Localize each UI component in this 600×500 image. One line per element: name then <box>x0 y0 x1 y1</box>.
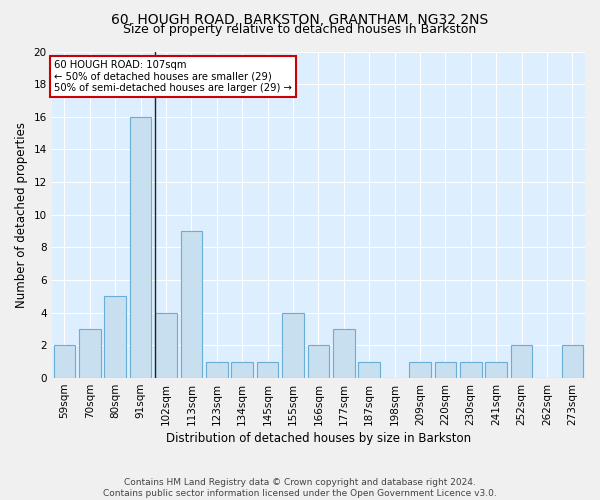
Bar <box>333 329 355 378</box>
Bar <box>155 313 177 378</box>
Bar <box>562 346 583 378</box>
Text: 60 HOUGH ROAD: 107sqm
← 50% of detached houses are smaller (29)
50% of semi-deta: 60 HOUGH ROAD: 107sqm ← 50% of detached … <box>55 60 292 93</box>
Bar <box>409 362 431 378</box>
Bar <box>232 362 253 378</box>
Text: Contains HM Land Registry data © Crown copyright and database right 2024.
Contai: Contains HM Land Registry data © Crown c… <box>103 478 497 498</box>
Bar <box>358 362 380 378</box>
Bar <box>53 346 75 378</box>
Bar <box>460 362 482 378</box>
Bar <box>485 362 507 378</box>
Y-axis label: Number of detached properties: Number of detached properties <box>15 122 28 308</box>
Bar <box>79 329 101 378</box>
Bar <box>511 346 532 378</box>
Bar <box>104 296 126 378</box>
Text: 60, HOUGH ROAD, BARKSTON, GRANTHAM, NG32 2NS: 60, HOUGH ROAD, BARKSTON, GRANTHAM, NG32… <box>112 12 488 26</box>
Bar <box>282 313 304 378</box>
Bar <box>206 362 227 378</box>
Bar <box>434 362 456 378</box>
Bar <box>130 117 151 378</box>
Text: Size of property relative to detached houses in Barkston: Size of property relative to detached ho… <box>124 22 476 36</box>
X-axis label: Distribution of detached houses by size in Barkston: Distribution of detached houses by size … <box>166 432 471 445</box>
Bar <box>257 362 278 378</box>
Bar <box>181 231 202 378</box>
Bar <box>308 346 329 378</box>
